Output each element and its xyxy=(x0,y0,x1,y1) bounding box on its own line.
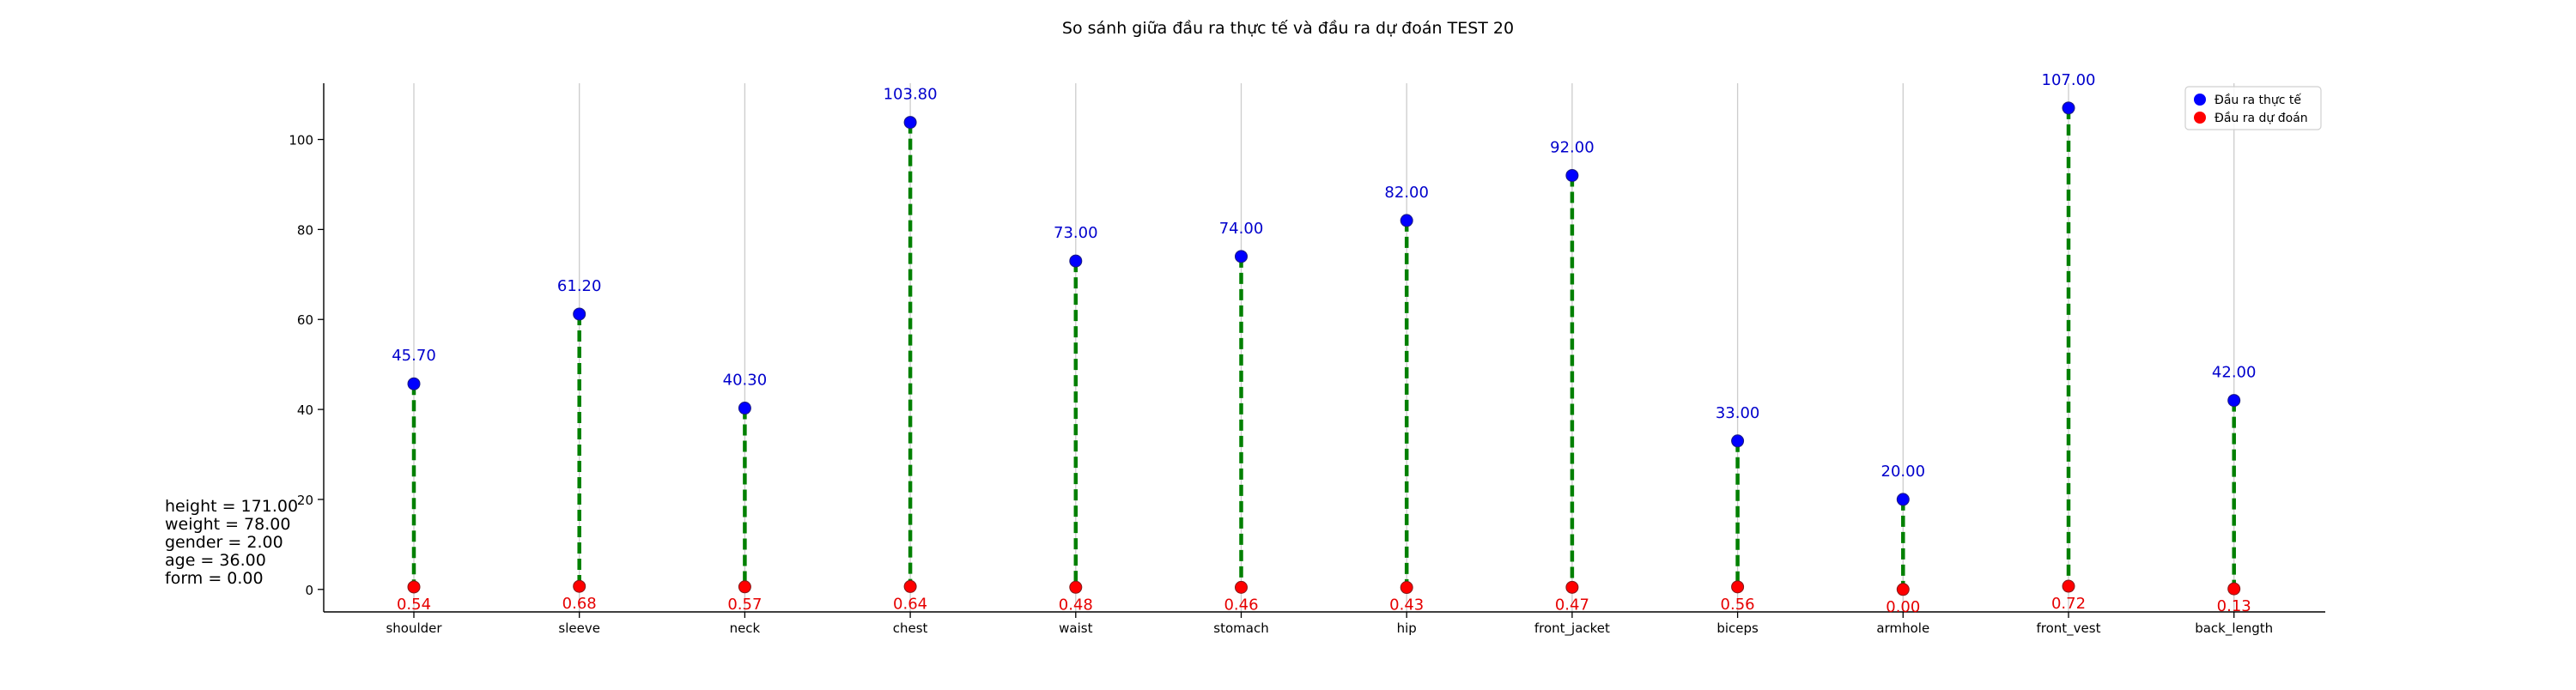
legend-box xyxy=(2184,86,2322,130)
predicted-point xyxy=(1896,583,1910,596)
x-tick-label: waist xyxy=(1059,620,1092,636)
predicted-value-label: 0.43 xyxy=(1389,596,1424,614)
actual-value-label: 73.00 xyxy=(1054,224,1098,242)
actual-point xyxy=(1565,168,1579,182)
x-tick-label: armhole xyxy=(1876,620,1929,636)
actual-value-label: 103.80 xyxy=(884,86,938,104)
actual-value-label: 61.20 xyxy=(557,277,602,295)
y-tick-label: 60 xyxy=(297,312,313,328)
actual-point xyxy=(738,402,751,415)
legend-label: Đầu ra dự đoán xyxy=(2215,112,2308,125)
input-param: form = 0.00 xyxy=(165,569,264,588)
predicted-point xyxy=(903,579,917,593)
predicted-point xyxy=(738,580,751,594)
legend-marker xyxy=(2194,94,2206,106)
legend-label: Đầu ra thực tế xyxy=(2215,93,2301,107)
actual-point xyxy=(1235,250,1248,263)
actual-point xyxy=(1896,493,1910,506)
actual-value-label: 40.30 xyxy=(723,372,768,390)
predicted-value-label: 0.00 xyxy=(1886,598,1920,616)
x-tick-label: sleeve xyxy=(558,620,600,636)
predicted-value-label: 0.56 xyxy=(1721,596,1755,614)
actual-point xyxy=(407,377,421,390)
x-tick-label: back_length xyxy=(2195,620,2273,637)
x-tick-label: neck xyxy=(730,620,761,636)
input-param: gender = 2.00 xyxy=(165,533,283,552)
actual-value-label: 20.00 xyxy=(1881,463,1926,481)
actual-value-label: 42.00 xyxy=(2212,364,2257,382)
y-tick-label: 80 xyxy=(297,222,313,238)
actual-point xyxy=(1069,254,1083,268)
x-tick-label: front_vest xyxy=(2037,620,2101,637)
predicted-point xyxy=(573,579,586,593)
predicted-point xyxy=(1731,580,1745,594)
input-parameters: height = 171.00 weight = 78.00 gender = … xyxy=(165,498,298,588)
predicted-point xyxy=(1069,580,1083,594)
x-tick-label: biceps xyxy=(1716,620,1759,636)
predicted-value-label: 0.46 xyxy=(1224,596,1258,614)
actual-point xyxy=(903,116,917,130)
predicted-value-label: 0.48 xyxy=(1059,596,1093,614)
predicted-point xyxy=(407,580,421,594)
input-param: age = 36.00 xyxy=(165,551,266,570)
x-tick-label: stomach xyxy=(1213,620,1268,636)
actual-value-label: 107.00 xyxy=(2042,71,2096,89)
y-tick-label: 40 xyxy=(297,402,313,418)
y-tick-label: 20 xyxy=(297,493,313,508)
input-param: weight = 78.00 xyxy=(165,515,291,534)
predicted-value-label: 0.47 xyxy=(1555,596,1589,614)
actual-value-label: 82.00 xyxy=(1384,184,1429,202)
predicted-point xyxy=(2227,582,2241,596)
predicted-value-label: 0.57 xyxy=(727,596,762,614)
actual-value-label: 45.70 xyxy=(392,347,436,365)
predicted-value-label: 0.72 xyxy=(2051,595,2086,613)
y-tick-label: 100 xyxy=(289,133,313,148)
predicted-point xyxy=(2062,579,2075,593)
actual-point xyxy=(1731,434,1745,448)
predicted-point xyxy=(1235,580,1248,594)
chart-title: So sánh giữa đầu ra thực tế và đầu ra dự… xyxy=(1061,19,1515,38)
predicted-value-label: 0.13 xyxy=(2217,597,2251,615)
x-tick-label: hip xyxy=(1397,620,1417,636)
input-param: height = 171.00 xyxy=(165,497,299,516)
predicted-value-label: 0.68 xyxy=(562,595,597,613)
actual-point xyxy=(573,307,586,321)
actual-value-label: 33.00 xyxy=(1716,404,1760,422)
actual-point xyxy=(2227,394,2241,408)
actual-point xyxy=(2062,101,2075,115)
actual-point xyxy=(1400,214,1413,227)
predicted-point xyxy=(1565,580,1579,594)
predicted-point xyxy=(1400,581,1413,595)
legend-marker xyxy=(2194,112,2206,124)
actual-value-label: 92.00 xyxy=(1550,138,1595,156)
actual-value-label: 74.00 xyxy=(1219,220,1264,238)
x-tick-label: chest xyxy=(893,620,928,636)
predicted-value-label: 0.64 xyxy=(893,595,927,613)
y-tick-label: 0 xyxy=(305,583,313,598)
x-tick-label: front_jacket xyxy=(1534,620,1610,637)
x-tick-label: shoulder xyxy=(386,620,442,636)
predicted-value-label: 0.54 xyxy=(397,596,431,614)
